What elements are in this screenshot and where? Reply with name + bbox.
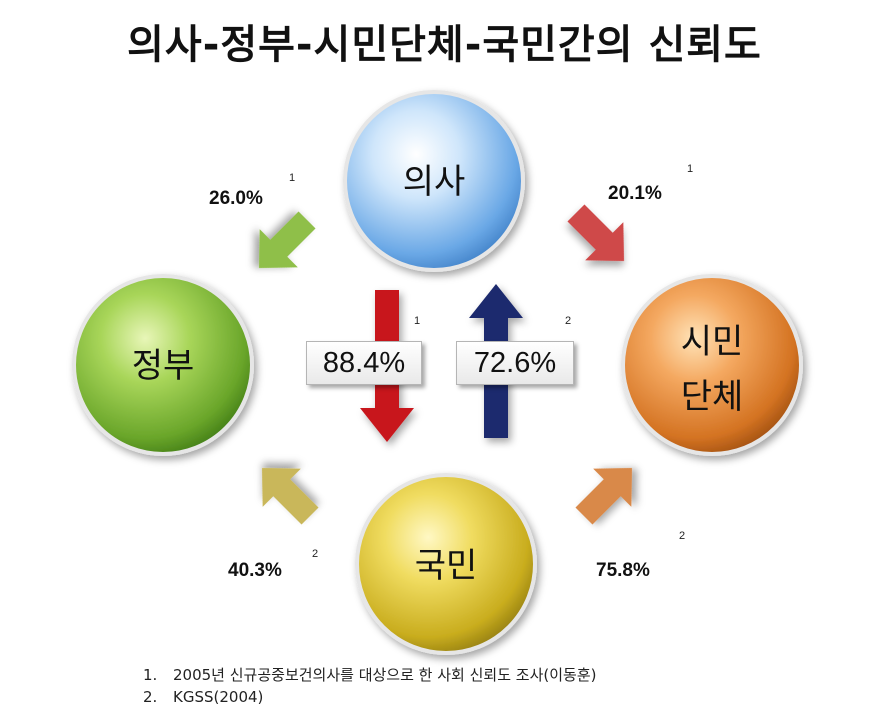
footnotes: 1. 2005년 신규공중보건의사를 대상으로 한 사회 신뢰도 조사(이동훈) …: [143, 664, 597, 712]
footnote-1: 1. 2005년 신규공중보건의사를 대상으로 한 사회 신뢰도 조사(이동훈): [143, 664, 597, 688]
pct-doctor-to-government: 26.0%: [209, 188, 263, 209]
node-government: 정부: [72, 274, 254, 456]
pct-public-to-government: 40.3%: [228, 560, 282, 581]
ref-doctor-to-civic: 1: [687, 163, 694, 175]
footnote-2: 2. KGSS(2004): [143, 688, 597, 712]
node-public: 국민: [355, 473, 537, 655]
arrow-doctor-to-civic: [567, 204, 625, 262]
pct-public-to-civic: 75.8%: [596, 560, 650, 581]
arrow-doctor-to-government: [258, 211, 316, 269]
ref-public-to-government: 2: [312, 548, 319, 560]
footnote-2-text: KGSS(2004): [173, 688, 264, 706]
node-civic-label-line1: 시민: [681, 322, 744, 362]
node-doctor-label: 의사: [403, 162, 466, 202]
node-civic-label-line2: 단체: [681, 377, 744, 417]
footnote-1-number: 1.: [143, 666, 158, 684]
ref-doctor-to-public: 1: [414, 315, 421, 327]
ref-doctor-to-government: 1: [289, 172, 296, 184]
ref-public-to-doctor: 2: [565, 315, 572, 327]
pct-public-to-doctor: 72.6%: [456, 341, 574, 385]
arrow-public-to-civic: [575, 467, 633, 525]
pct-doctor-to-civic: 20.1%: [608, 183, 662, 204]
node-public-label: 국민: [415, 546, 478, 586]
pct-doctor-to-public: 88.4%: [306, 341, 422, 385]
page-title: 의사-정부-시민단체-국민간의 신뢰도: [127, 22, 762, 68]
ref-public-to-civic: 2: [679, 530, 686, 542]
node-doctor: 의사: [343, 90, 525, 272]
node-government-label: 정부: [132, 346, 195, 386]
arrow-public-to-government: [261, 467, 319, 525]
footnote-2-number: 2.: [143, 688, 158, 706]
node-civic-group: 시민 단체: [621, 274, 803, 456]
footnote-1-text: 2005년 신규공중보건의사를 대상으로 한 사회 신뢰도 조사(이동훈): [173, 666, 597, 684]
